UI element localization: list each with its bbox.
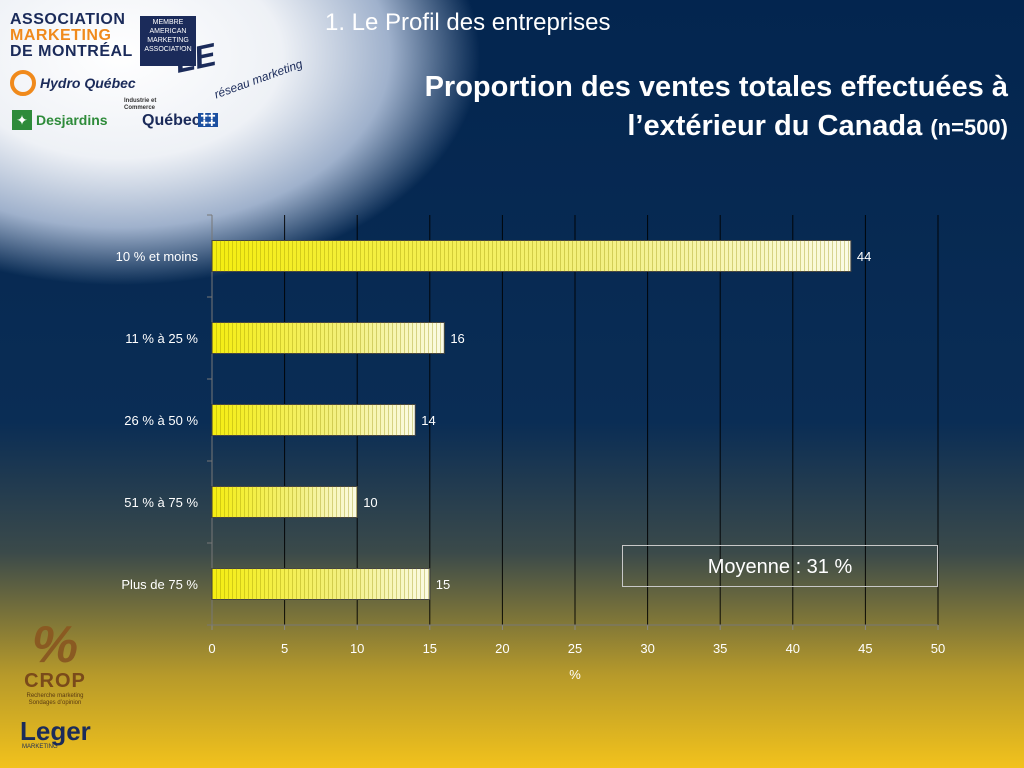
category-label: 51 % à 75 % <box>124 495 198 510</box>
data-label: 16 <box>450 331 464 346</box>
x-tick-label: 15 <box>423 641 437 656</box>
data-label: 14 <box>421 413 435 428</box>
bar-texture-0 <box>212 240 851 272</box>
sample-size: (n=500) <box>930 115 1008 140</box>
chart-grid <box>207 214 939 630</box>
quebec-flag-icon: ✚✚ ✚✚ <box>198 112 218 128</box>
chart-labels: 0 5 10 15 20 25 30 35 40 45 50% 10 % et moins 44 11 %… <box>116 249 946 682</box>
bar-texture-4 <box>212 568 430 600</box>
main-title: Proportion des ventes totales effectuées… <box>308 68 1008 147</box>
bar-texture-1 <box>212 322 445 354</box>
hydro-quebec-logo: Hydro Québec <box>10 70 136 96</box>
amm-line3: DE MONTRÉAL <box>10 43 133 60</box>
desjardins-text: Desjardins <box>36 112 108 128</box>
crop-subtitle: Recherche marketing Sondages d’opinion <box>26 693 84 706</box>
crop-logo: % CROP Recherche marketing Sondages d’op… <box>20 616 90 707</box>
category-label: 26 % à 50 % <box>124 413 198 428</box>
leger-logo: Leger <box>20 716 91 746</box>
quebec-logo: Québec <box>142 112 201 129</box>
leger-subtitle: MARKETING <box>22 744 58 750</box>
amm-line1: ASSOCIATION <box>10 11 126 28</box>
amm-logo: ASSOCIATION MARKETING DE MONTRÉAL <box>10 12 135 60</box>
data-label: 15 <box>436 577 450 592</box>
desjardins-icon: ✦ <box>12 110 32 130</box>
x-tick-label: 30 <box>640 641 654 656</box>
x-tick-label: 50 <box>931 641 945 656</box>
bar-texture-2 <box>212 404 416 436</box>
main-title-line2: l’extérieur du Canada <box>627 110 923 142</box>
category-label: Plus de 75 % <box>121 577 198 592</box>
data-label: 10 <box>363 495 377 510</box>
ama-logo: MEMBRE AMERICAN MARKETING ASSOCIATION <box>140 16 196 66</box>
x-tick-label: 0 <box>208 641 215 656</box>
crop-name: CROP <box>24 670 86 692</box>
category-label: 10 % et moins <box>116 249 199 264</box>
x-axis-label: % <box>569 667 581 682</box>
crop-percent-icon: % <box>31 616 79 674</box>
x-tick-label: 25 <box>568 641 582 656</box>
desjardins-logo: ✦ Desjardins <box>12 110 108 130</box>
x-tick-label: 45 <box>858 641 872 656</box>
x-tick-label: 5 <box>281 641 288 656</box>
main-title-line1: Proportion des ventes totales effectuées… <box>424 71 1008 103</box>
x-tick-label: 10 <box>350 641 364 656</box>
industrie-commerce-text: Industrie et Commerce <box>124 98 157 111</box>
mean-annotation: Moyenne : 31 % <box>622 545 938 587</box>
x-tick-label: 40 <box>786 641 800 656</box>
data-label: 44 <box>857 249 871 264</box>
section-title: 1. Le Profil des entreprises <box>325 9 611 36</box>
amm-line2: MARKETING <box>10 27 112 44</box>
hydro-q-icon <box>10 70 36 96</box>
hydro-text: Hydro Québec <box>40 75 136 91</box>
bar-texture-3 <box>212 486 358 518</box>
category-label: 11 % à 25 % <box>125 331 198 346</box>
x-tick-label: 35 <box>713 641 727 656</box>
x-tick-label: 20 <box>495 641 509 656</box>
chart-bars <box>211 240 852 600</box>
